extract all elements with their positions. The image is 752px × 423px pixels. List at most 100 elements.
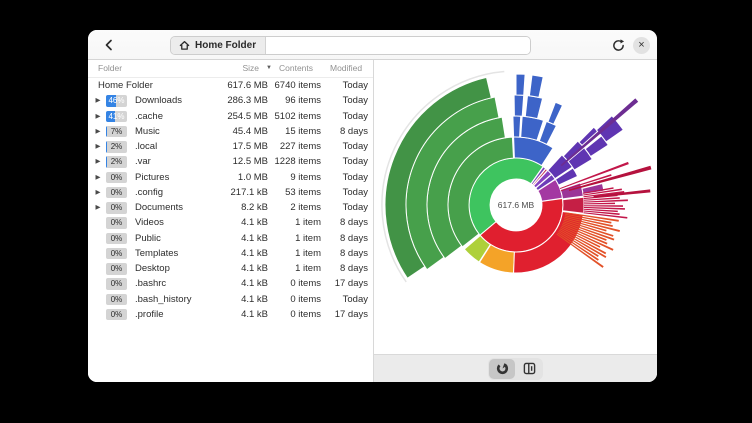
contents-cell: 15 items (285, 125, 321, 137)
chart-segment[interactable] (520, 115, 545, 141)
chart-fan-slice[interactable] (583, 188, 622, 196)
chart-fan-slice[interactable] (565, 212, 619, 222)
chart-segment[interactable] (595, 114, 624, 143)
modified-cell: Today (342, 171, 368, 183)
chart-segment[interactable] (513, 210, 584, 274)
size-cell: 45.4 MB (232, 125, 268, 137)
chart-fan-slice[interactable] (582, 187, 614, 194)
chart-fan-slice[interactable] (564, 216, 620, 232)
chart-fan-slice[interactable] (559, 228, 607, 255)
treemap-view-button[interactable] (516, 359, 542, 379)
percent-gauge: 46% (106, 95, 127, 107)
chart-spoke-slice[interactable] (560, 98, 639, 167)
chart-fan-slice[interactable] (563, 221, 615, 241)
table-row[interactable]: ▶ 7% Music 45.4 MB 15 items 8 days (88, 124, 373, 139)
percent-gauge-fill (106, 95, 116, 107)
contents-cell: 1 item (295, 217, 321, 229)
chart-fan-slice[interactable] (561, 225, 614, 251)
table-row[interactable]: 0% .bash_history 4.1 kB 0 items Today (88, 292, 373, 307)
table-row[interactable]: 0% .bashrc 4.1 kB 0 items 17 days (88, 276, 373, 291)
expander-icon[interactable]: ▶ (95, 173, 101, 181)
chart-spoke-slice[interactable] (559, 161, 629, 189)
folder-name-cell: .config (135, 186, 163, 198)
chart-fan-slice[interactable] (583, 206, 625, 210)
table-row[interactable]: ▶ 0% Documents 8.2 kB 2 items Today (88, 200, 373, 215)
chart-segment[interactable] (530, 165, 547, 186)
chart-fan-slice[interactable] (583, 199, 628, 203)
rings-view-button[interactable] (489, 358, 515, 379)
chart-segment[interactable] (512, 115, 522, 138)
expander-icon[interactable]: ▶ (95, 158, 101, 166)
expander-icon[interactable]: ▶ (95, 127, 101, 135)
rings-chart[interactable]: 617.6 MB (374, 60, 656, 354)
home-folder-crumb-button[interactable]: Home Folder (171, 37, 267, 54)
chart-fan-slice[interactable] (584, 202, 616, 205)
path-input[interactable] (266, 37, 530, 54)
table-row[interactable]: 0% Videos 4.1 kB 1 item 8 days (88, 215, 373, 230)
table-row[interactable]: 0% Desktop 4.1 kB 1 item 8 days (88, 261, 373, 276)
folder-name-cell: Downloads (135, 95, 182, 107)
table-row[interactable]: ▶ 0% Pictures 1.0 MB 9 items Today (88, 170, 373, 185)
expander-icon[interactable]: ▶ (95, 204, 101, 211)
chart-fan-slice[interactable] (558, 231, 599, 257)
column-header-modified[interactable]: Modified (330, 63, 363, 73)
chart-fan-slice[interactable] (583, 208, 618, 213)
table-row[interactable]: 0% .profile 4.1 kB 0 items 17 days (88, 307, 373, 322)
chart-segment[interactable] (528, 74, 544, 98)
chart-fan-slice[interactable] (560, 227, 601, 248)
chart-fan-slice[interactable] (583, 197, 620, 201)
chart-fan-slice[interactable] (584, 205, 624, 207)
table-row[interactable]: ▶ 0% .config 217.1 kB 53 items Today (88, 185, 373, 200)
chart-segment[interactable] (384, 76, 492, 279)
chart-spoke-slice[interactable] (560, 174, 612, 192)
table-row[interactable]: ▶ 2% .var 12.5 MB 1228 items Today (88, 154, 373, 169)
column-header-contents[interactable]: Contents (279, 63, 314, 73)
table-row[interactable]: Home Folder 617.6 MB 6740 items Today (88, 78, 373, 93)
folder-name-cell: .bash_history (135, 293, 192, 305)
chart-spoke-slice[interactable] (568, 165, 652, 191)
chart-segment[interactable] (524, 95, 544, 120)
expander-icon[interactable]: ▶ (95, 97, 101, 105)
table-row[interactable]: ▶ 2% .local 17.5 MB 227 items Today (88, 139, 373, 154)
table-row[interactable]: 0% Templates 4.1 kB 1 item 8 days (88, 246, 373, 261)
expander-icon[interactable]: ▶ (95, 112, 101, 120)
chart-segment[interactable] (581, 182, 605, 195)
chart-fan-slice[interactable] (564, 215, 613, 227)
chart-segment[interactable] (562, 196, 585, 214)
chart-segment[interactable] (554, 167, 579, 186)
chart-fan-slice[interactable] (583, 210, 620, 216)
back-button[interactable] (98, 35, 120, 55)
modified-cell: Today (342, 202, 368, 213)
chart-fan-slice[interactable] (565, 213, 612, 224)
chart-fan-slice[interactable] (559, 229, 607, 258)
percent-gauge: 0% (106, 308, 127, 321)
contents-cell: 9 items (290, 171, 321, 183)
percent-label: 2% (110, 157, 123, 167)
chart-fan-slice[interactable] (556, 233, 604, 268)
chart-spoke-slice[interactable] (593, 189, 651, 198)
chart-segment[interactable] (515, 73, 526, 96)
table-row[interactable]: 0% Public 4.1 kB 1 item 8 days (88, 231, 373, 246)
table-row[interactable]: ▶ 46% Downloads 286.3 MB 96 items Today (88, 93, 373, 108)
modified-cell: Today (342, 80, 368, 91)
column-header-size[interactable]: Size (242, 63, 259, 73)
table-row[interactable]: ▶ 41% .cache 254.5 MB 5102 items Today (88, 109, 373, 124)
percent-label: 41% (108, 111, 125, 121)
disk-usage-analyzer-window: Home Folder × Folder Size ▼ Contents Mod… (88, 30, 657, 382)
column-header-folder[interactable]: Folder (98, 63, 123, 73)
chart-fan-slice[interactable] (557, 232, 599, 261)
close-icon: × (638, 39, 645, 51)
close-button[interactable]: × (633, 37, 650, 54)
chart-fan-slice[interactable] (583, 212, 628, 219)
expander-icon[interactable]: ▶ (95, 143, 101, 150)
expander-icon[interactable]: ▶ (95, 188, 101, 196)
modified-cell: 8 days (340, 217, 368, 229)
chart-fan-slice[interactable] (563, 219, 614, 237)
chart-fan-slice[interactable] (564, 218, 607, 232)
chart-fan-slice[interactable] (583, 191, 625, 198)
chart-segment[interactable] (513, 94, 525, 117)
chart-fan-slice[interactable] (562, 222, 607, 241)
refresh-button[interactable] (608, 35, 629, 55)
chart-segment[interactable] (547, 101, 564, 125)
chart-fan-slice[interactable] (561, 224, 608, 245)
